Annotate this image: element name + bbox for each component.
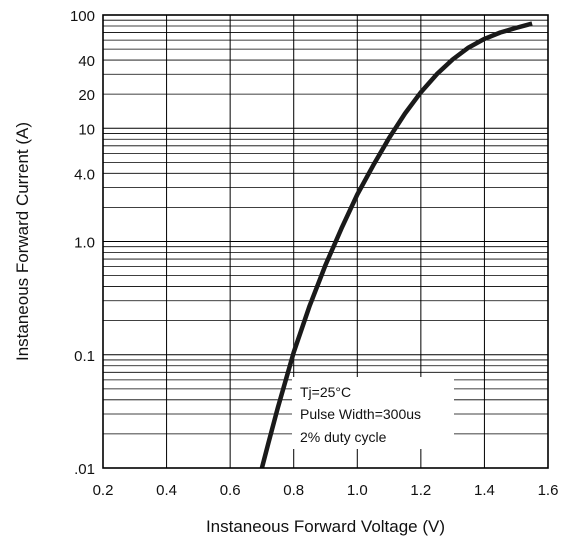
x-axis-title: Instaneous Forward Voltage (V) bbox=[206, 517, 445, 536]
x-tick-labels: 0.2 0.4 0.6 0.8 1.0 1.2 1.4 1.6 bbox=[93, 482, 559, 499]
y-tick-label: 100 bbox=[70, 8, 95, 25]
annotation-line-duty-cycle: 2% duty cycle bbox=[300, 429, 387, 445]
x-tick-label: 0.8 bbox=[283, 482, 304, 499]
y-tick-label: .01 bbox=[74, 461, 95, 478]
annotation: Tj=25°C Pulse Width=300us 2% duty cycle bbox=[300, 384, 421, 445]
x-tick-label: 1.2 bbox=[410, 482, 431, 499]
x-tick-label: 1.0 bbox=[347, 482, 368, 499]
annotation-line-temperature: Tj=25°C bbox=[300, 384, 351, 400]
annotation-box bbox=[292, 377, 454, 449]
x-tick-label: 1.6 bbox=[538, 482, 559, 499]
x-tick-label: 0.6 bbox=[220, 482, 241, 499]
plot-frame bbox=[102, 14, 549, 469]
y-tick-label: 40 bbox=[78, 53, 95, 70]
y-tick-labels: .01 0.1 1.0 4.0 10 20 40 100 bbox=[70, 8, 95, 478]
x-tick-label: 0.2 bbox=[93, 482, 114, 499]
x-tick-label: 1.4 bbox=[474, 482, 495, 499]
x-tick-label: 0.4 bbox=[156, 482, 177, 499]
y-tick-label: 4.0 bbox=[74, 166, 95, 183]
y-tick-label: 20 bbox=[78, 87, 95, 104]
y-tick-label: 0.1 bbox=[74, 348, 95, 365]
y-tick-label: 10 bbox=[78, 121, 95, 138]
forward-current-curve bbox=[259, 21, 533, 469]
annotation-line-pulse-width: Pulse Width=300us bbox=[300, 406, 421, 422]
y-axis-title: Instaneous Forward Current (A) bbox=[13, 122, 32, 361]
y-tick-label: 1.0 bbox=[74, 235, 95, 252]
